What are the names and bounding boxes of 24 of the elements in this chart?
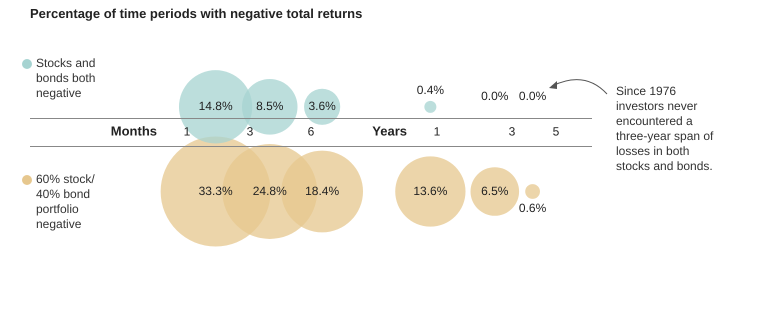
category-label: 5	[552, 124, 560, 138]
data-label: 24.8%	[252, 184, 288, 198]
data-label: 0.0%	[518, 89, 547, 104]
category-label: 3	[508, 124, 516, 138]
data-label: 0.6%	[518, 201, 547, 216]
data-label: 14.8%	[198, 99, 233, 114]
category-label: 6	[308, 124, 315, 138]
data-label: 33.3%	[198, 184, 233, 198]
legend-label: Stocks and bonds both negative	[36, 56, 96, 101]
text: Months	[110, 124, 157, 139]
data-label: 8.5%	[256, 99, 284, 114]
data-label: 0.4%	[416, 83, 444, 98]
data-label: 18.4%	[305, 184, 340, 198]
data-label: 6.5%	[481, 184, 509, 198]
category-label: 1	[434, 124, 441, 138]
data-label: 0.0%	[481, 89, 509, 104]
category-label: 1	[184, 124, 191, 138]
data-label: 3.6%	[308, 99, 336, 114]
text: Percentage of time periods with negative total returns	[30, 6, 362, 21]
category-label: 3	[246, 124, 254, 138]
text: Since 1976 investors never encountered a three-year span of losses in both stocks and bonds.	[616, 84, 714, 174]
text: Years	[372, 124, 407, 139]
data-label: 13.6%	[413, 184, 448, 198]
legend-label: 60% stock/ 40% bond portfolio negative	[36, 172, 96, 232]
